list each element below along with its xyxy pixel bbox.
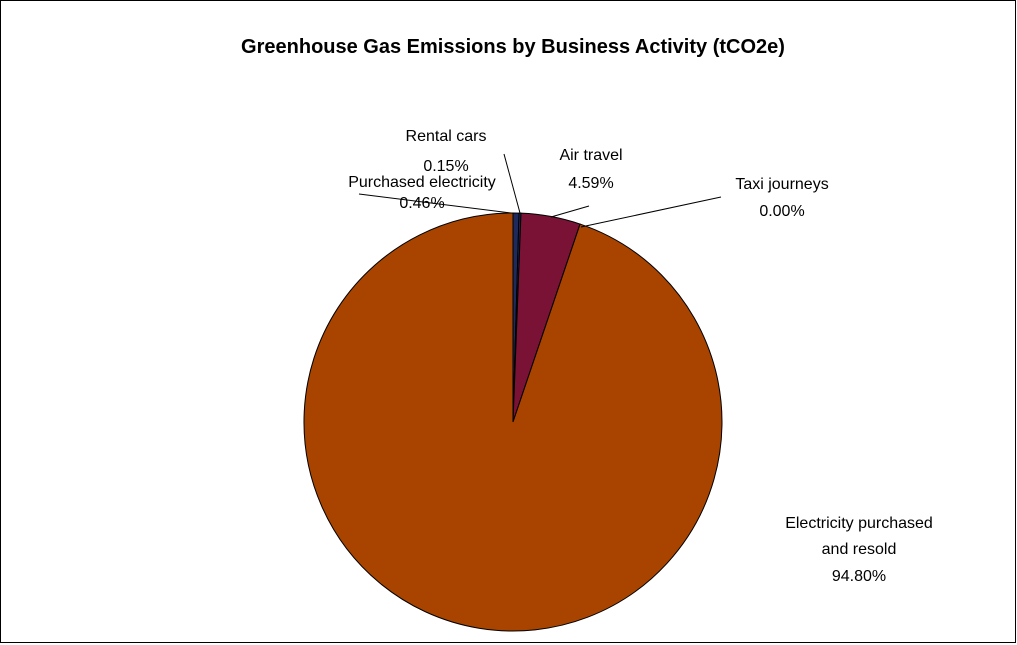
chart-title: Greenhouse Gas Emissions by Business Act…	[241, 36, 785, 58]
slice-labels: Purchased electricity 0.46% Rental cars 0.1…	[348, 128, 933, 585]
slice-value-label: 0.00%	[759, 203, 804, 220]
leader-lines	[358, 153, 722, 228]
slice-value-label: 94.80%	[832, 568, 886, 585]
slice-value-label: 0.46%	[399, 195, 444, 212]
slice-value-label: 0.15%	[423, 158, 468, 175]
slice-category-label: Electricity purchased	[785, 515, 933, 532]
leader-line	[580, 196, 722, 228]
pie-slice-electricity-purchased-and-resold	[303, 212, 723, 632]
leader-line	[550, 205, 590, 218]
slice-category-label: Taxi journeys	[735, 176, 828, 193]
slice-category-label: Rental cars	[406, 128, 487, 145]
slice-category-label: and resold	[822, 541, 897, 558]
leader-line	[358, 193, 512, 214]
leader-line	[503, 153, 521, 214]
slice-value-label: 4.59%	[568, 175, 613, 192]
pie-slices	[303, 212, 723, 632]
slice-category-label: Air travel	[559, 147, 622, 164]
slice-category-label: Purchased electricity	[348, 174, 496, 191]
